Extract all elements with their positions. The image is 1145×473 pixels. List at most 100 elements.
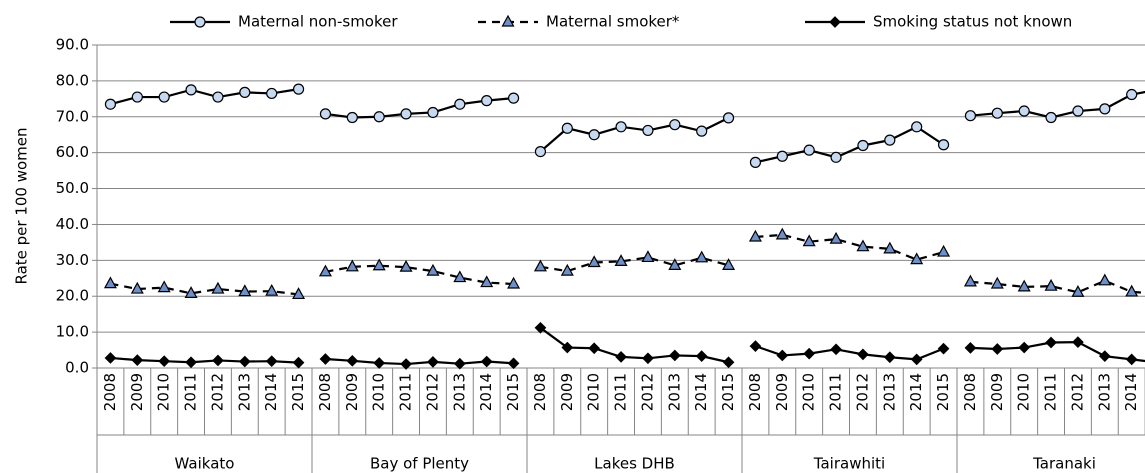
data-point [534,145,547,158]
data-point [829,231,843,244]
data-point [749,340,762,352]
data-point [427,106,439,119]
data-point [1098,273,1112,286]
data-point [964,342,977,354]
x-tick-label: 2014 [262,373,280,411]
data-point [319,353,332,365]
y-tick-label: 50.0 [56,179,89,197]
group-label: Waikato [175,455,235,473]
data-point [910,252,924,265]
data-point [857,348,869,361]
data-point [722,356,735,369]
data-point [454,98,466,110]
data-point [346,354,359,367]
y-tick-label: 60.0 [56,143,89,161]
data-point [131,91,143,103]
x-tick-label: 2015 [934,373,952,411]
data-point [615,351,627,363]
data-point [991,343,1004,355]
legend-marker [501,14,515,27]
data-point [937,244,951,257]
x-tick-label: 2011 [397,373,415,411]
x-tick-label: 2013 [880,373,898,411]
data-point [265,283,279,296]
data-point [318,264,332,277]
data-point [1125,284,1139,297]
x-tick-label: 2014 [1122,373,1140,411]
y-tick-label: 30.0 [56,251,89,269]
data-point [399,259,413,272]
data-point [158,355,171,368]
x-tick-label: 2008 [316,373,334,411]
x-tick-label: 2009 [343,373,361,411]
x-tick-label: 2013 [1095,373,1113,411]
data-point [803,144,815,156]
y-tick-label: 10.0 [56,323,89,341]
x-tick-label: 2010 [155,373,173,411]
data-point [103,276,117,289]
data-point [346,111,358,124]
x-tick-label: 2015 [504,373,522,411]
data-point [748,229,762,242]
data-point [776,349,789,362]
data-point [212,91,224,103]
data-point [560,263,574,276]
data-point [157,280,171,293]
x-tick-label: 2014 [692,373,710,411]
x-tick-label: 2010 [585,373,603,411]
series-line [110,282,299,296]
data-point [776,150,788,162]
legend-label: Maternal non-smoker [238,13,398,31]
data-point [266,87,278,100]
x-tick-label: 2011 [612,373,630,411]
x-tick-label: 2012 [423,373,441,411]
data-point [722,112,735,124]
data-point [990,276,1004,289]
data-point [1071,285,1085,297]
y-tick-label: 0.0 [65,359,89,377]
data-point [1044,278,1058,291]
x-tick-label: 2008 [961,373,979,411]
series-line [325,264,514,286]
data-point [319,108,332,120]
data-point [453,357,466,370]
x-tick-label: 2009 [558,373,576,411]
data-point [1045,336,1057,349]
data-point [964,110,977,122]
data-point [1072,105,1084,117]
data-point [830,343,842,356]
data-point [937,342,950,355]
data-point [292,83,305,95]
x-tick-label: 2010 [370,373,388,411]
data-point [802,234,816,247]
x-tick-label: 2014 [477,373,495,411]
data-point [1099,103,1111,115]
data-point [185,356,197,369]
x-tick-label: 2008 [101,373,119,411]
x-tick-label: 2013 [665,373,683,411]
x-tick-label: 2012 [1068,373,1086,411]
data-point [534,321,547,334]
data-point [239,86,251,98]
group-label: Taranaki [1032,455,1096,473]
data-point [641,250,655,263]
x-tick-label: 2008 [746,373,764,411]
data-point [722,258,736,270]
data-point [668,258,682,270]
data-point [775,227,789,240]
data-point [1072,336,1084,349]
group-label: Tairawhiti [813,455,885,473]
y-tick-label: 20.0 [56,287,89,305]
data-point [668,349,681,362]
data-point [292,356,305,369]
data-point [238,284,252,297]
data-point [104,352,117,364]
x-tick-label: 2011 [827,373,845,411]
y-axis-label: Rate per 100 women [13,127,31,284]
data-point [507,92,520,104]
data-point [480,355,493,368]
data-point [400,108,412,120]
x-tick-label: 2012 [638,373,656,411]
series-line [970,279,1145,294]
